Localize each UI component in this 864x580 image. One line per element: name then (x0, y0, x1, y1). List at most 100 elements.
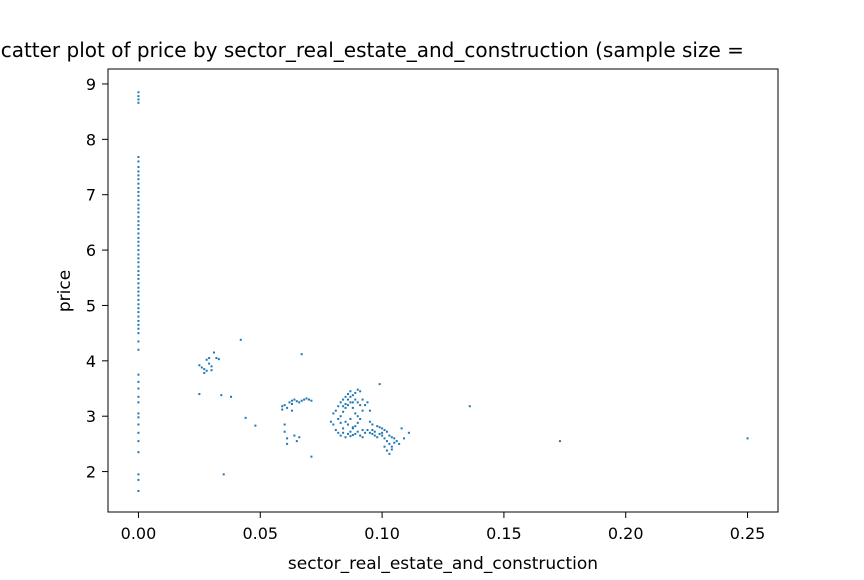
data-point (137, 156, 140, 159)
data-point (212, 351, 215, 354)
data-point (388, 452, 391, 455)
data-point (359, 390, 362, 393)
data-point (364, 404, 367, 407)
data-point (366, 429, 369, 432)
data-point (222, 473, 225, 476)
data-point (354, 412, 357, 415)
data-point (137, 261, 140, 264)
x-tick-label: 0.15 (486, 524, 522, 543)
y-axis-ticks: 2 3 4 5 6 7 8 9 (86, 75, 108, 482)
data-point (137, 395, 140, 398)
data-point (203, 372, 206, 375)
data-point (254, 424, 257, 427)
data-point (137, 473, 140, 476)
data-point (346, 393, 349, 396)
data-point (290, 409, 293, 412)
data-point (281, 408, 284, 411)
data-point (354, 425, 357, 428)
data-point (137, 387, 140, 390)
data-point (137, 303, 140, 306)
data-point (351, 406, 354, 409)
data-point (205, 358, 208, 361)
data-point (203, 368, 206, 371)
data-point (383, 445, 386, 448)
data-point (137, 190, 140, 193)
data-point (361, 429, 364, 432)
data-point (305, 397, 308, 400)
data-point (346, 398, 349, 401)
data-point (359, 404, 362, 407)
data-point (244, 416, 247, 419)
data-point (137, 348, 140, 351)
data-point (208, 362, 211, 365)
data-point (137, 290, 140, 293)
data-point (137, 412, 140, 415)
data-point (303, 398, 306, 401)
data-point (354, 432, 357, 435)
data-point (200, 366, 203, 369)
y-tick-label: 8 (86, 130, 96, 149)
data-point (364, 431, 367, 434)
data-point (349, 401, 352, 404)
data-point (198, 393, 201, 396)
data-point (137, 478, 140, 481)
y-tick-label: 2 (86, 463, 96, 482)
data-point (137, 160, 140, 163)
data-point (137, 215, 140, 218)
data-point (137, 236, 140, 239)
data-point (373, 434, 376, 437)
data-point (137, 277, 140, 280)
data-point (368, 409, 371, 412)
data-point (337, 431, 340, 434)
x-tick-label: 0.10 (364, 524, 400, 543)
data-point (137, 274, 140, 276)
data-point (137, 211, 140, 214)
data-point (354, 391, 357, 394)
data-point (337, 405, 340, 408)
data-point (198, 364, 201, 367)
data-point (393, 441, 396, 444)
y-axis-label: price (55, 270, 75, 312)
data-point (137, 327, 140, 330)
data-point (368, 431, 371, 434)
plot-frame (107, 68, 779, 513)
data-point (349, 395, 352, 398)
data-point (342, 410, 345, 413)
data-point (378, 432, 381, 435)
data-point (351, 434, 354, 437)
data-point (283, 404, 286, 407)
data-point (344, 395, 347, 398)
y-tick-label: 7 (86, 186, 96, 205)
data-point (361, 436, 364, 439)
data-point (349, 435, 352, 438)
data-point (137, 373, 140, 376)
data-point (349, 430, 352, 433)
data-point (346, 404, 349, 407)
data-point (310, 399, 313, 402)
data-point (239, 338, 242, 341)
data-point (351, 427, 354, 430)
data-point (137, 307, 140, 310)
data-point (137, 319, 140, 322)
data-point (342, 405, 345, 408)
data-point (329, 420, 332, 423)
data-point (220, 394, 223, 397)
x-tick-label: 0.25 (730, 524, 766, 543)
data-point (137, 286, 140, 289)
data-point (137, 401, 140, 404)
data-point (208, 357, 211, 360)
data-point (395, 440, 398, 443)
data-point (137, 315, 140, 318)
data-point (376, 425, 379, 428)
data-point (354, 398, 357, 401)
data-point (361, 398, 364, 401)
data-point (746, 437, 749, 440)
data-point (356, 415, 359, 418)
data-point (205, 369, 208, 372)
data-point (137, 265, 140, 268)
data-point (310, 455, 313, 458)
y-tick-label: 3 (86, 407, 96, 426)
x-axis-label: sector_real_estate_and_construction (288, 554, 598, 574)
data-point (342, 431, 345, 434)
